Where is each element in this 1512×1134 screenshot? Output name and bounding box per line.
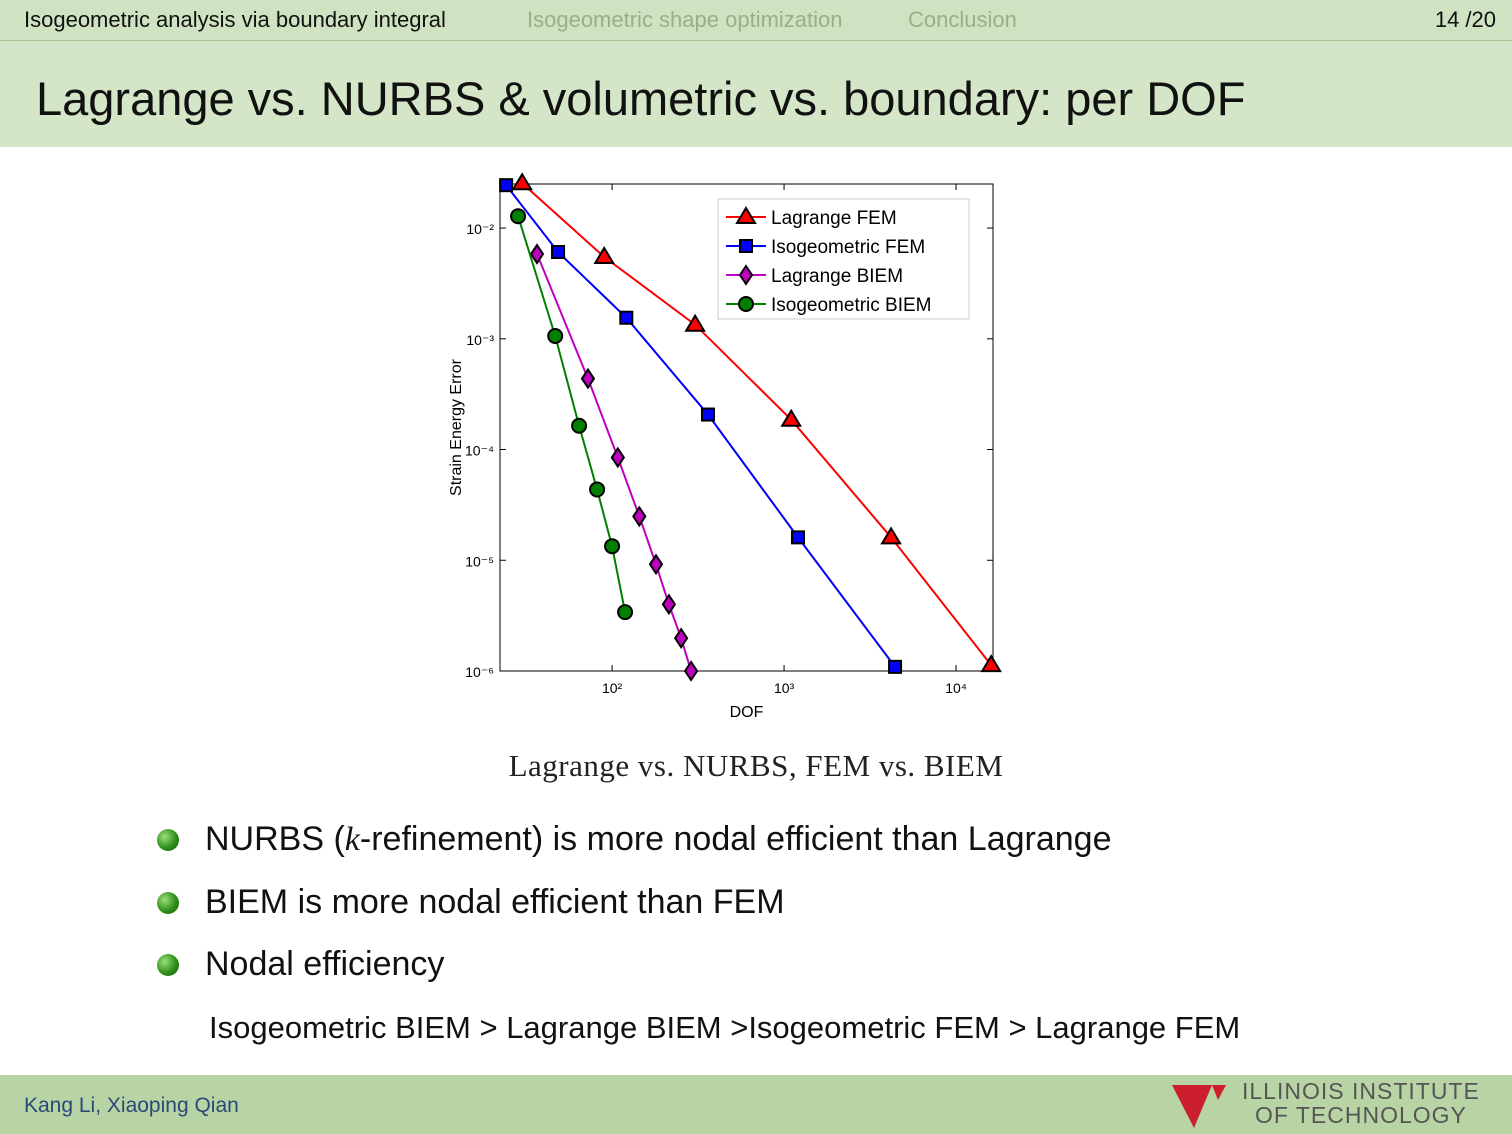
bullet: Nodal efficiency (205, 945, 445, 983)
page-number: 14 /20 (1434, 7, 1496, 32)
ranking: Isogeometric BIEM > Lagrange BIEM >Isoge… (209, 1010, 1241, 1045)
bullet-icon (157, 892, 179, 914)
marker (661, 593, 677, 616)
marker (888, 659, 903, 674)
marker (589, 481, 606, 498)
authors: Kang Li, Xiaoping Qian (24, 1094, 239, 1117)
y-tick-label: 10⁻⁴ (465, 443, 494, 459)
marker (684, 313, 706, 332)
y-tick-label: 10⁻³ (466, 332, 494, 348)
nav-section[interactable]: Isogeometric shape optimization (527, 7, 843, 32)
marker (510, 208, 527, 225)
nav-section[interactable]: Conclusion (908, 7, 1017, 32)
bullet: BIEM is more nodal efficient than FEM (205, 883, 785, 921)
footer: Kang Li, Xiaoping Qian ILLINOIS INSTITUT… (0, 1075, 1512, 1134)
marker (604, 538, 621, 555)
marker (632, 505, 647, 528)
legend-marker (738, 264, 754, 286)
chart: 10⁻⁶ 10⁻⁵ 10⁻⁴ 10⁻³ 10⁻² 10² 10³ 10⁴ DOF Strain E… (448, 172, 1002, 721)
marker (511, 172, 533, 191)
marker (673, 627, 689, 649)
series-line (517, 215, 627, 613)
marker (593, 246, 615, 264)
legend-box (717, 198, 970, 320)
marker (780, 408, 802, 427)
bullet-icon (157, 954, 179, 976)
marker (499, 178, 514, 193)
y-axis-label: Strain Energy Error (448, 358, 465, 496)
title-band: Lagrange vs. NURBS & volumetric vs. boun… (0, 41, 1512, 147)
text: NURBS ( (205, 820, 345, 858)
marker (980, 654, 1002, 673)
y-tick-label: 10⁻² (466, 221, 494, 237)
marker (648, 553, 664, 576)
legend-marker (738, 296, 754, 312)
legend-label: Lagrange FEM (771, 208, 897, 229)
marker (790, 530, 805, 545)
marker (683, 660, 699, 682)
x-tick-label: 10² (602, 680, 623, 696)
logo-icon (1172, 1085, 1226, 1128)
logo-line: OF TECHNOLOGY (1254, 1102, 1467, 1128)
marker (551, 244, 566, 259)
y-tick-label: 10⁻⁵ (465, 553, 494, 569)
x-tick-label: 10³ (774, 680, 795, 696)
legend-marker (739, 239, 753, 253)
bullet-icon (157, 829, 179, 851)
slide-title: Lagrange vs. NURBS & volumetric vs. boun… (36, 72, 1246, 125)
legend-label: Isogeometric FEM (771, 237, 925, 258)
nav-bar: Isogeometric analysis via boundary integ… (0, 0, 1512, 41)
x-axis-label: DOF (730, 704, 764, 721)
marker (529, 243, 545, 265)
marker (547, 327, 564, 344)
y-tick-label: 10⁻⁶ (465, 664, 494, 680)
legend-label: Lagrange BIEM (771, 266, 903, 287)
logo-line: ILLINOIS INSTITUTE (1242, 1078, 1480, 1104)
legend-label: Isogeometric BIEM (771, 295, 932, 316)
marker (580, 367, 596, 390)
series-line (521, 182, 992, 666)
logo-text: ILLINOIS INSTITUTE OF TECHNOLOGY (1242, 1079, 1480, 1127)
legend-marker (735, 206, 757, 224)
marker (700, 407, 715, 422)
text: -refinement) is more nodal efficient tha… (359, 820, 1112, 858)
marker (571, 417, 588, 434)
marker (617, 604, 634, 621)
x-tick-label: 10⁴ (945, 680, 967, 696)
marker (880, 526, 902, 545)
bullet: NURBS (k-refinement) is more nodal effic… (205, 820, 1111, 859)
nav-section[interactable]: Isogeometric analysis via boundary integ… (24, 7, 446, 32)
series-line (505, 184, 896, 668)
marker (610, 446, 626, 469)
marker (619, 310, 634, 325)
caption: Lagrange vs. NURBS, FEM vs. BIEM (508, 748, 1004, 783)
math: k (344, 821, 360, 858)
